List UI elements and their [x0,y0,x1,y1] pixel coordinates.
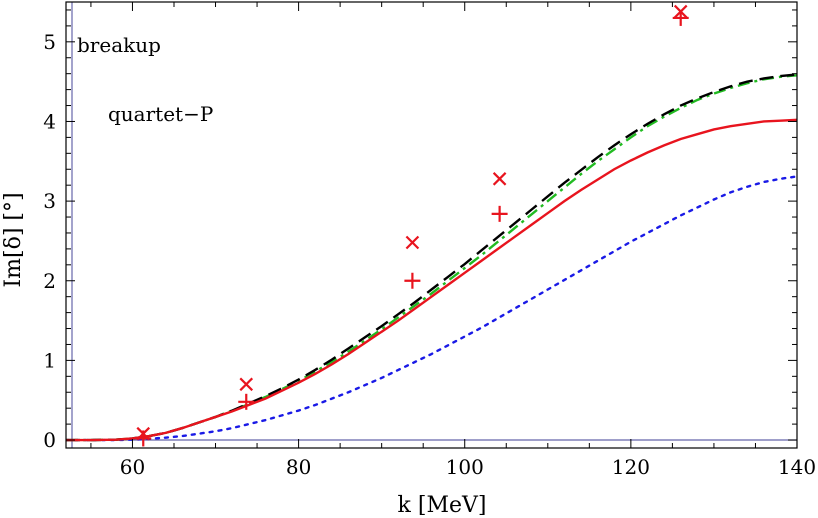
marker-x-1 [239,377,254,392]
marker-plus-4 [672,9,689,26]
marker-plus-2 [404,272,421,289]
marker-plus-3 [491,205,508,222]
y-tick-label-2: 2 [43,269,56,293]
y-tick-label-1: 1 [43,348,56,372]
x-axis-label: k [MeV] [398,493,487,518]
marker-plus-1 [238,393,255,410]
x-tick-label-0: 60 [120,455,145,479]
series-red-solid [66,118,797,442]
marker-x-3 [492,172,507,186]
series-blue-dotted [66,175,797,442]
y-tick-label-3: 3 [43,189,56,213]
y-tick-label-4: 4 [43,109,56,133]
y-axis-label: Im[δ] [°] [1,192,26,287]
series-layer [66,73,797,442]
x-tick-label-2: 100 [446,455,484,479]
x-tick-label-4: 140 [778,455,816,479]
reference-lines [66,2,797,448]
x-tick-label-3: 120 [612,455,650,479]
y-tick-label-0: 0 [43,428,56,452]
series-green-dashdot [66,74,797,442]
plot-frame [65,1,798,449]
marker-layer [135,4,689,447]
ticks: 60 80 100 120 140 0 1 2 3 4 5 [43,2,816,479]
marker-plus-0 [135,430,152,447]
annotation-quartet-p: quartet−P [108,102,213,126]
series-black-dashed [66,73,797,442]
y-tick-label-5: 5 [43,30,56,54]
x-tick-label-1: 80 [286,455,311,479]
annotation-breakup: breakup [77,33,161,57]
marker-x-2 [405,235,420,250]
